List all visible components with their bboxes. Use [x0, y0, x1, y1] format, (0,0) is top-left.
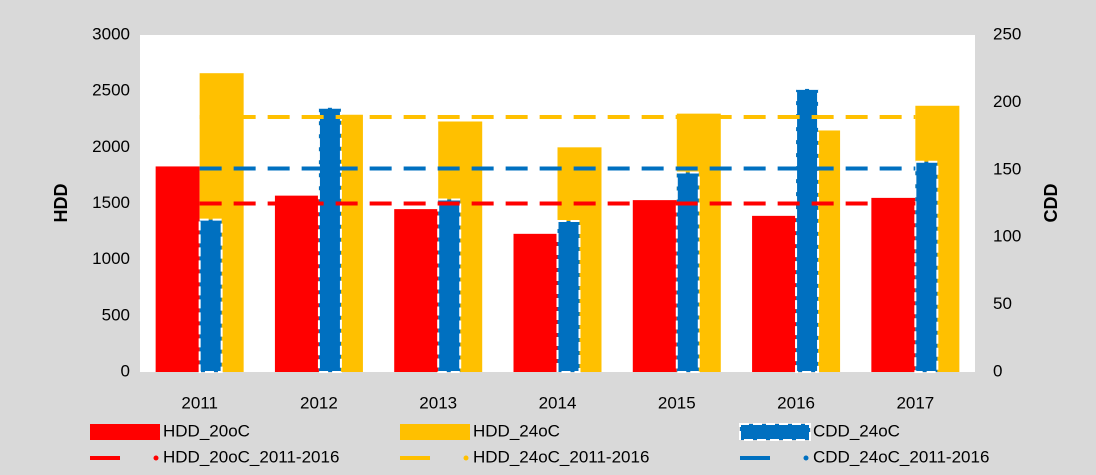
bar — [632, 200, 677, 372]
bar — [198, 218, 223, 373]
y-tick-label: 500 — [102, 305, 130, 324]
legend-swatch — [153, 455, 159, 461]
y-tick-label: 0 — [121, 361, 130, 380]
bar — [795, 87, 820, 373]
y2-tick-label: 50 — [993, 294, 1012, 313]
legend-label: HDD_24oC_2011-2016 — [473, 447, 649, 466]
y-tick-label: 2500 — [92, 81, 130, 100]
x-tick-label: 2014 — [539, 393, 577, 412]
bar — [871, 197, 916, 372]
bar — [556, 220, 581, 373]
bar — [155, 166, 200, 372]
bar — [914, 160, 939, 373]
x-tick-label: 2015 — [658, 393, 696, 412]
bar — [752, 215, 797, 372]
legend-swatch — [90, 424, 160, 440]
bar — [274, 195, 319, 372]
y-tick-label: 3000 — [92, 24, 130, 43]
bar — [513, 233, 558, 372]
y-axis-title: HDD — [51, 184, 71, 223]
x-tick-label: 2016 — [777, 393, 815, 412]
legend-swatch — [463, 455, 469, 461]
y2-tick-label: 250 — [993, 24, 1021, 43]
y2-tick-label: 150 — [993, 159, 1021, 178]
bar — [437, 198, 462, 373]
x-tick-label: 2013 — [419, 393, 457, 412]
x-tick-label: 2012 — [300, 393, 338, 412]
y2-tick-label: 200 — [993, 92, 1021, 111]
bar — [675, 171, 700, 373]
bar — [394, 209, 439, 372]
y2-axis-title: CDD — [1041, 184, 1061, 223]
legend-label: HDD_24oC — [473, 421, 560, 440]
legend-swatch — [739, 423, 811, 441]
bar — [317, 106, 342, 374]
legend-swatch — [803, 455, 809, 461]
y2-tick-label: 100 — [993, 227, 1021, 246]
legend-label: HDD_20oC — [163, 421, 250, 440]
x-tick-label: 2017 — [896, 393, 934, 412]
y-tick-label: 2000 — [92, 137, 130, 156]
y-tick-label: 1500 — [92, 193, 130, 212]
legend-label: CDD_24oC — [813, 421, 900, 440]
y2-tick-label: 0 — [993, 361, 1002, 380]
legend-label: HDD_20oC_2011-2016 — [163, 447, 339, 466]
y-tick-label: 1000 — [92, 249, 130, 268]
legend-label: CDD_24oC_2011-2016 — [813, 447, 989, 466]
legend-swatch — [400, 424, 470, 440]
x-tick-label: 2011 — [181, 393, 218, 412]
